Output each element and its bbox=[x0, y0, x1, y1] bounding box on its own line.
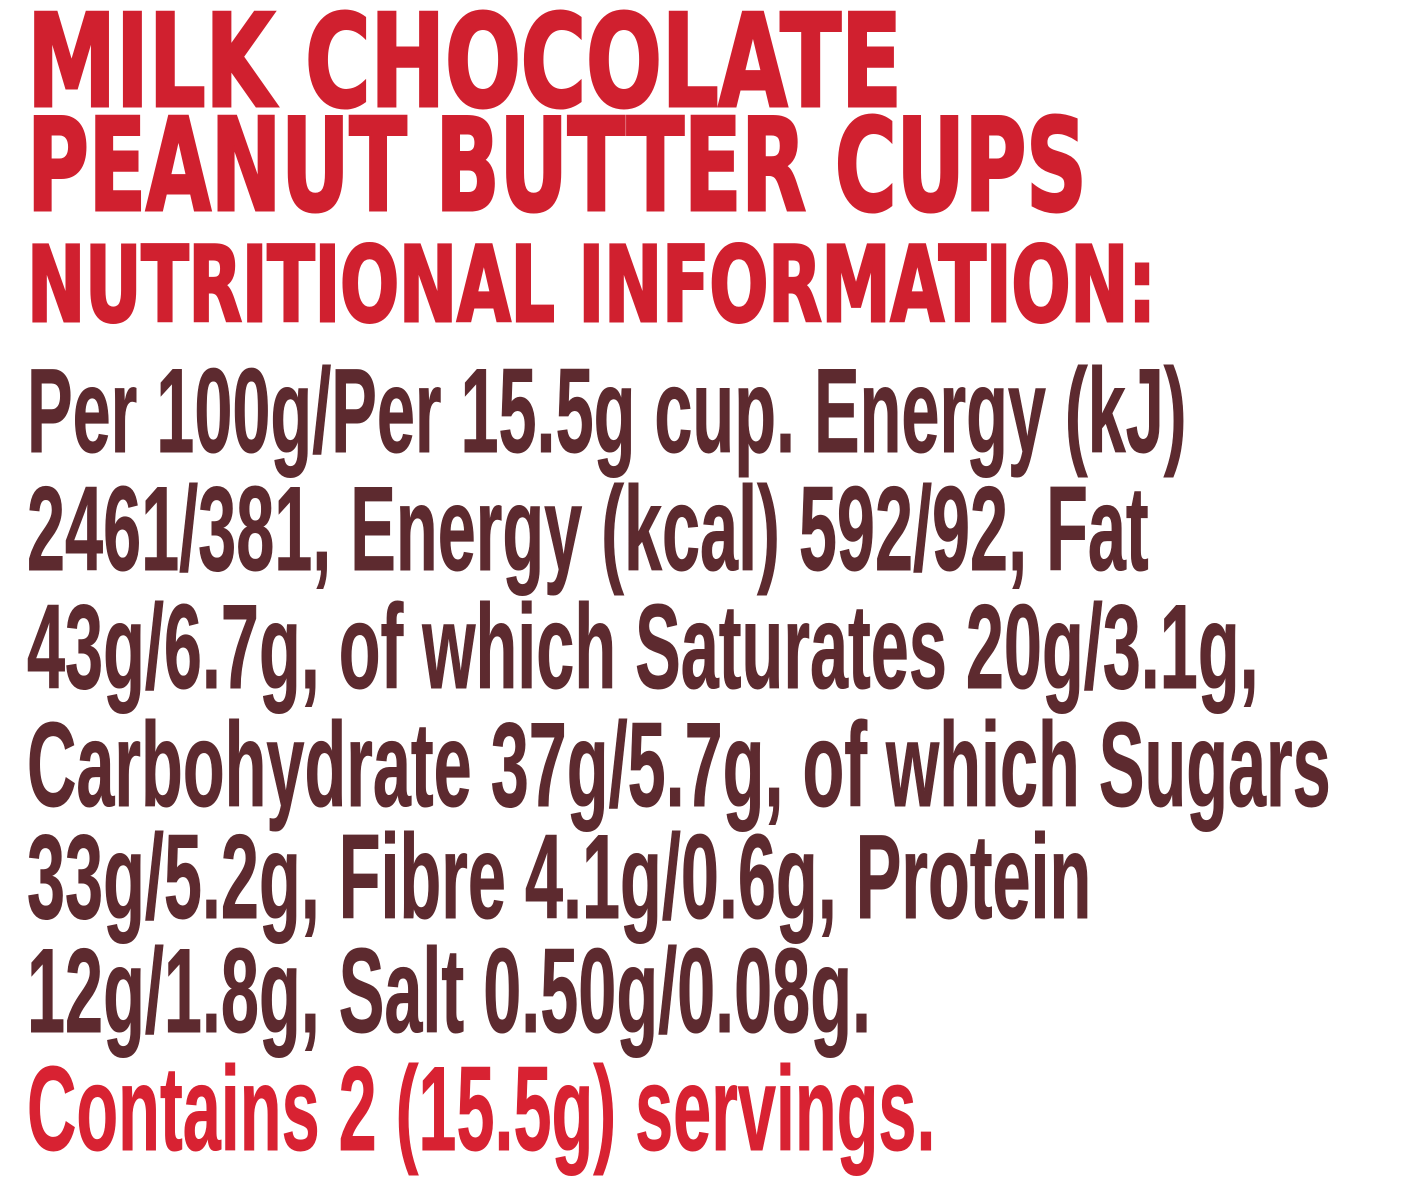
product-title-line-2-text: PEANUT BUTTER CUPS bbox=[26, 92, 1088, 241]
nutrition-text-line-2: 2461/381, Energy (kcal) 592/92, Fat bbox=[27, 462, 1401, 596]
nutrition-text-line-3: 43g/6.7g, of which Saturates 20g/3.1g, bbox=[27, 580, 1401, 714]
product-title-line-1-text: MILK CHOCOLATE bbox=[26, 0, 903, 137]
nutrition-text-line-6-text: 12g/1.8g, Salt 0.50g/0.08g. bbox=[27, 924, 872, 1058]
product-title-line-1: MILK CHOCOLATE bbox=[26, 0, 1276, 137]
nutritional-information-heading-text: NUTRITIONAL INFORMATION: bbox=[26, 224, 1157, 346]
servings-line: Contains 2 (15.5g) servings. bbox=[27, 1042, 1401, 1176]
nutrition-text-line-5: 33g/5.2g, Fibre 4.1g/0.6g, Protein bbox=[27, 810, 1401, 944]
nutrition-text-line-1: Per 100g/Per 15.5g cup. Energy (kJ) bbox=[27, 344, 1401, 478]
nutrition-text-line-5-text: 33g/5.2g, Fibre 4.1g/0.6g, Protein bbox=[27, 810, 1092, 944]
product-title-line-2: PEANUT BUTTER CUPS bbox=[26, 92, 1401, 241]
nutrition-text-line-1-text: Per 100g/Per 15.5g cup. Energy (kJ) bbox=[27, 344, 1187, 478]
nutrition-text-line-2-text: 2461/381, Energy (kcal) 592/92, Fat bbox=[27, 462, 1149, 596]
nutrition-text-line-4: Carbohydrate 37g/5.7g, of which Sugars bbox=[27, 698, 1401, 832]
nutrition-text-line-4-text: Carbohydrate 37g/5.7g, of which Sugars bbox=[27, 698, 1331, 832]
servings-line-text: Contains 2 (15.5g) servings. bbox=[27, 1042, 936, 1176]
nutrition-text-line-3-text: 43g/6.7g, of which Saturates 20g/3.1g, bbox=[27, 580, 1259, 714]
nutritional-information-heading: NUTRITIONAL INFORMATION: bbox=[26, 224, 1401, 346]
nutrition-text-line-6: 12g/1.8g, Salt 0.50g/0.08g. bbox=[27, 924, 1401, 1058]
